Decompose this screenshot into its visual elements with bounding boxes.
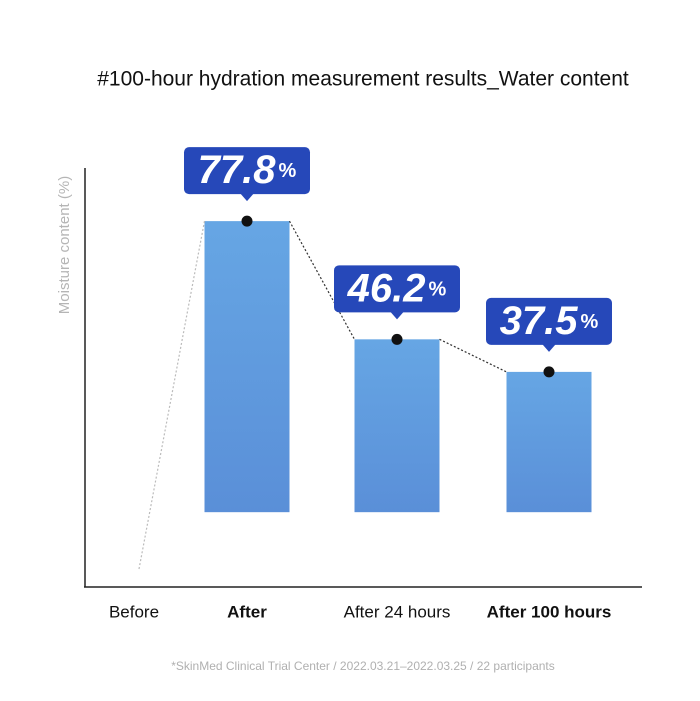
y-axis-label: Moisture content (%) (56, 176, 73, 314)
bar (204, 221, 290, 513)
value-unit: % (581, 311, 599, 333)
bar (354, 339, 440, 513)
chart-title: #100-hour hydration measurement results_… (97, 68, 629, 91)
x-tick-label: Before (109, 602, 159, 621)
value-number: 46.2 (347, 266, 426, 310)
point (241, 215, 253, 227)
label-box (334, 265, 460, 313)
connector (288, 220, 356, 340)
value-unit: % (279, 160, 297, 182)
value-label: 77.8% (198, 148, 297, 192)
footnote: *SkinMed Clinical Trial Center / 2022.03… (171, 659, 555, 673)
label-pointer (240, 193, 254, 202)
value-label: 46.2% (347, 266, 447, 310)
label-box (184, 147, 310, 195)
bar (506, 371, 592, 513)
x-tick-label: After 24 hours (344, 602, 451, 621)
label-pointer (542, 343, 556, 352)
value-unit: % (429, 279, 447, 301)
x-tick-label: After (227, 602, 267, 621)
value-number: 37.5 (500, 298, 579, 342)
connector (439, 338, 507, 373)
label-box (486, 297, 612, 345)
point (391, 333, 403, 345)
x-tick-label: After 100 hours (487, 602, 612, 621)
point (543, 366, 555, 378)
value-number: 77.8 (198, 148, 277, 192)
value-label: 37.5% (500, 298, 599, 342)
connector (138, 221, 206, 570)
label-pointer (390, 311, 404, 320)
